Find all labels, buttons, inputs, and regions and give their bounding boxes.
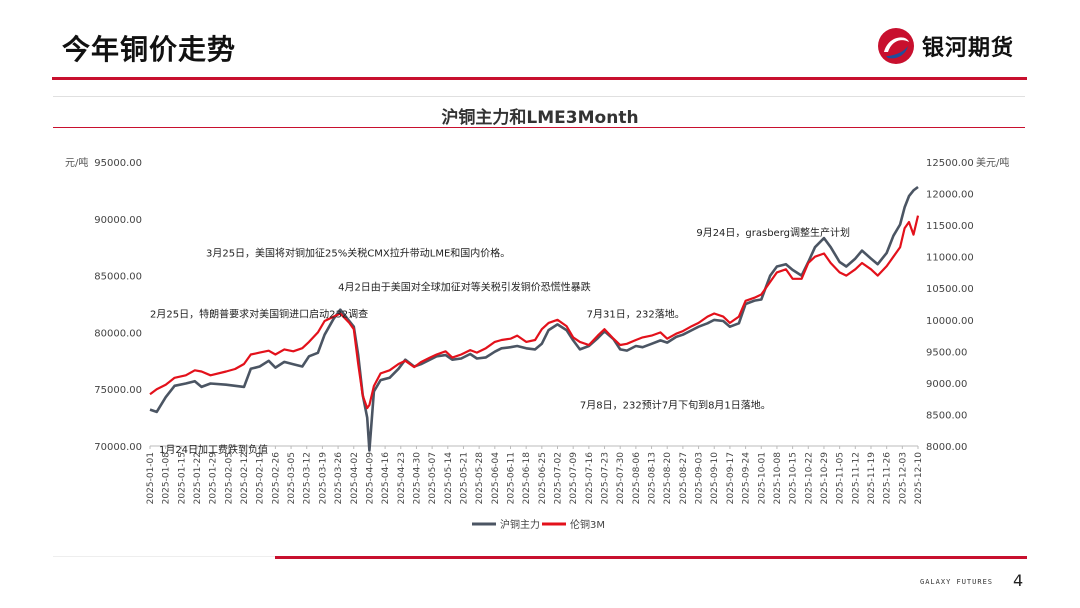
x-tick-label: 2025-05-21 bbox=[459, 452, 469, 504]
y-right-tick-label: 12500.00 bbox=[926, 158, 974, 169]
brand-logo: 银河期货 bbox=[876, 26, 1014, 66]
x-tick-label: 2025-03-12 bbox=[303, 452, 313, 504]
y-right-tick-label: 9000.00 bbox=[926, 379, 967, 390]
x-tick-label: 2025-09-17 bbox=[726, 452, 736, 504]
chart-annotation: 7月8日，232预计7月下旬到8月1日落地。 bbox=[580, 399, 771, 412]
x-tick-label: 2025-09-03 bbox=[695, 452, 705, 504]
y-left-tick-label: 75000.00 bbox=[94, 385, 142, 396]
footer-divider-light bbox=[53, 556, 275, 557]
y-right-tick-label: 10500.00 bbox=[926, 284, 974, 295]
y-right-tick-label: 8500.00 bbox=[926, 410, 967, 421]
x-tick-label: 2025-01-01 bbox=[146, 452, 156, 504]
left-axis-unit: 元/吨 bbox=[65, 156, 88, 169]
x-tick-label: 2025-03-05 bbox=[287, 452, 297, 504]
y-left-tick-label: 80000.00 bbox=[94, 328, 142, 339]
x-tick-label: 2025-02-12 bbox=[240, 452, 250, 504]
y-right-tick-label: 10000.00 bbox=[926, 316, 974, 327]
y-left-tick-label: 95000.00 bbox=[94, 158, 142, 169]
chart-annotation: 7月31日，232落地。 bbox=[587, 308, 685, 321]
x-tick-label: 2025-08-13 bbox=[648, 452, 658, 504]
y-right-tick-label: 8000.00 bbox=[926, 442, 967, 453]
y-left-tick-label: 90000.00 bbox=[94, 215, 142, 226]
annotation-layer: 3月25日，美国将对铜加征25%关税CMX拉升带动LME和国内价格。 4月2日由于… bbox=[150, 226, 850, 456]
x-tick-label: 2025-05-28 bbox=[475, 452, 485, 505]
x-tick-label: 2025-07-23 bbox=[601, 452, 611, 504]
x-tick-label: 2025-04-23 bbox=[397, 452, 407, 504]
x-tick-label: 2025-12-10 bbox=[914, 452, 924, 505]
x-tick-label: 2025-10-29 bbox=[820, 452, 830, 505]
x-tick-label: 2025-12-03 bbox=[898, 452, 908, 504]
chart-title: 沪铜主力和LME3Month bbox=[441, 108, 639, 128]
x-tick-label: 2025-02-26 bbox=[271, 452, 281, 505]
x-tick-label: 2025-09-24 bbox=[742, 452, 752, 505]
x-tick-label: 2025-01-15 bbox=[177, 452, 187, 504]
x-tick-label: 2025-04-02 bbox=[350, 452, 360, 504]
x-tick-label: 2025-02-05 bbox=[224, 452, 234, 504]
x-tick-label: 2025-01-08 bbox=[162, 452, 172, 505]
page-number: 4 bbox=[1013, 571, 1024, 590]
x-tick-label: 2025-08-27 bbox=[679, 452, 689, 504]
x-tick-label: 2025-08-06 bbox=[632, 452, 642, 505]
chart-title-divider bbox=[53, 127, 1025, 128]
x-tick-label: 2025-11-05 bbox=[836, 452, 846, 504]
series-layer bbox=[149, 185, 920, 452]
y-left-tick-label: 70000.00 bbox=[94, 442, 142, 453]
chart-annotation: 3月25日，美国将对铜加征25%关税CMX拉升带动LME和国内价格。 bbox=[206, 246, 510, 259]
y-right-tick-label: 11500.00 bbox=[926, 221, 974, 232]
chart-annotation: 4月2日由于美国对全球加征对等关税引发铜价恐慌性暴跌 bbox=[338, 280, 591, 293]
x-tick-label: 2025-09-10 bbox=[710, 452, 720, 505]
x-tick-label: 2025-04-30 bbox=[412, 452, 422, 505]
galaxy-logo-icon bbox=[878, 28, 914, 64]
x-tick-label: 2025-11-19 bbox=[867, 452, 877, 505]
y-left-tick-label: 85000.00 bbox=[94, 272, 142, 283]
x-tick-label: 2025-06-18 bbox=[522, 452, 532, 505]
right-axis-unit: 美元/吨 bbox=[976, 156, 1009, 169]
chart-annotation: 9月24日，grasberg调整生产计划 bbox=[696, 226, 850, 239]
x-tick-label: 2025-05-07 bbox=[428, 452, 438, 504]
y-right-tick-label: 12000.00 bbox=[926, 190, 974, 201]
x-tick-label: 2025-01-22 bbox=[193, 452, 203, 504]
legend: 沪铜主力 伦铜3M bbox=[472, 518, 605, 531]
x-tick-label: 2025-03-26 bbox=[334, 452, 344, 505]
y-right-tick-label: 9500.00 bbox=[926, 347, 967, 358]
x-tick-label: 2025-11-26 bbox=[883, 452, 893, 505]
legend-label-2: 伦铜3M bbox=[570, 518, 605, 531]
x-tick-label: 2025-10-22 bbox=[804, 452, 814, 504]
x-tick-label: 2025-06-25 bbox=[538, 452, 548, 504]
chart-title-frame bbox=[53, 96, 1025, 129]
legend-label-1: 沪铜主力 bbox=[500, 518, 540, 531]
y-right-tick-label: 11000.00 bbox=[926, 253, 974, 264]
x-tick-label: 2025-10-01 bbox=[757, 452, 767, 504]
x-tick-label: 2025-10-08 bbox=[773, 452, 783, 505]
x-tick-label: 2025-10-15 bbox=[789, 452, 799, 504]
footer-brand: GALAXY FUTURES bbox=[920, 578, 994, 586]
x-tick-label: 2025-11-12 bbox=[851, 452, 861, 504]
brand-name: 银河期货 bbox=[922, 36, 1015, 61]
x-tick-label: 2025-04-16 bbox=[381, 452, 391, 505]
footer-divider bbox=[275, 556, 1027, 559]
x-tick-label: 2025-07-02 bbox=[554, 452, 564, 504]
slide-title: 今年铜价走势 bbox=[62, 33, 237, 66]
x-tick-label: 2025-06-11 bbox=[506, 452, 516, 504]
x-tick-label: 2025-07-30 bbox=[616, 452, 626, 505]
x-tick-label: 2025-08-20 bbox=[663, 452, 673, 505]
header-divider bbox=[52, 77, 1027, 80]
x-tick-label: 2025-07-09 bbox=[569, 452, 579, 505]
chart-annotation: 1月24日加工费跌到负值 bbox=[159, 443, 268, 456]
x-tick-label: 2025-02-19 bbox=[256, 452, 266, 505]
x-tick-label: 2025-04-09 bbox=[365, 452, 375, 505]
x-tick-label: 2025-06-04 bbox=[491, 452, 501, 505]
x-tick-label: 2025-01-29 bbox=[209, 452, 219, 505]
x-tick-label: 2025-03-19 bbox=[318, 452, 328, 505]
x-tick-label: 2025-05-14 bbox=[444, 452, 454, 505]
chart-annotation: 2月25日，特朗普要求对美国铜进口启动232调查 bbox=[150, 308, 368, 321]
axis-layer: 95000.00 90000.00 85000.00 80000.00 75000.00… bbox=[94, 158, 973, 504]
series-line-2 bbox=[149, 215, 920, 410]
x-tick-label: 2025-07-16 bbox=[585, 452, 595, 505]
